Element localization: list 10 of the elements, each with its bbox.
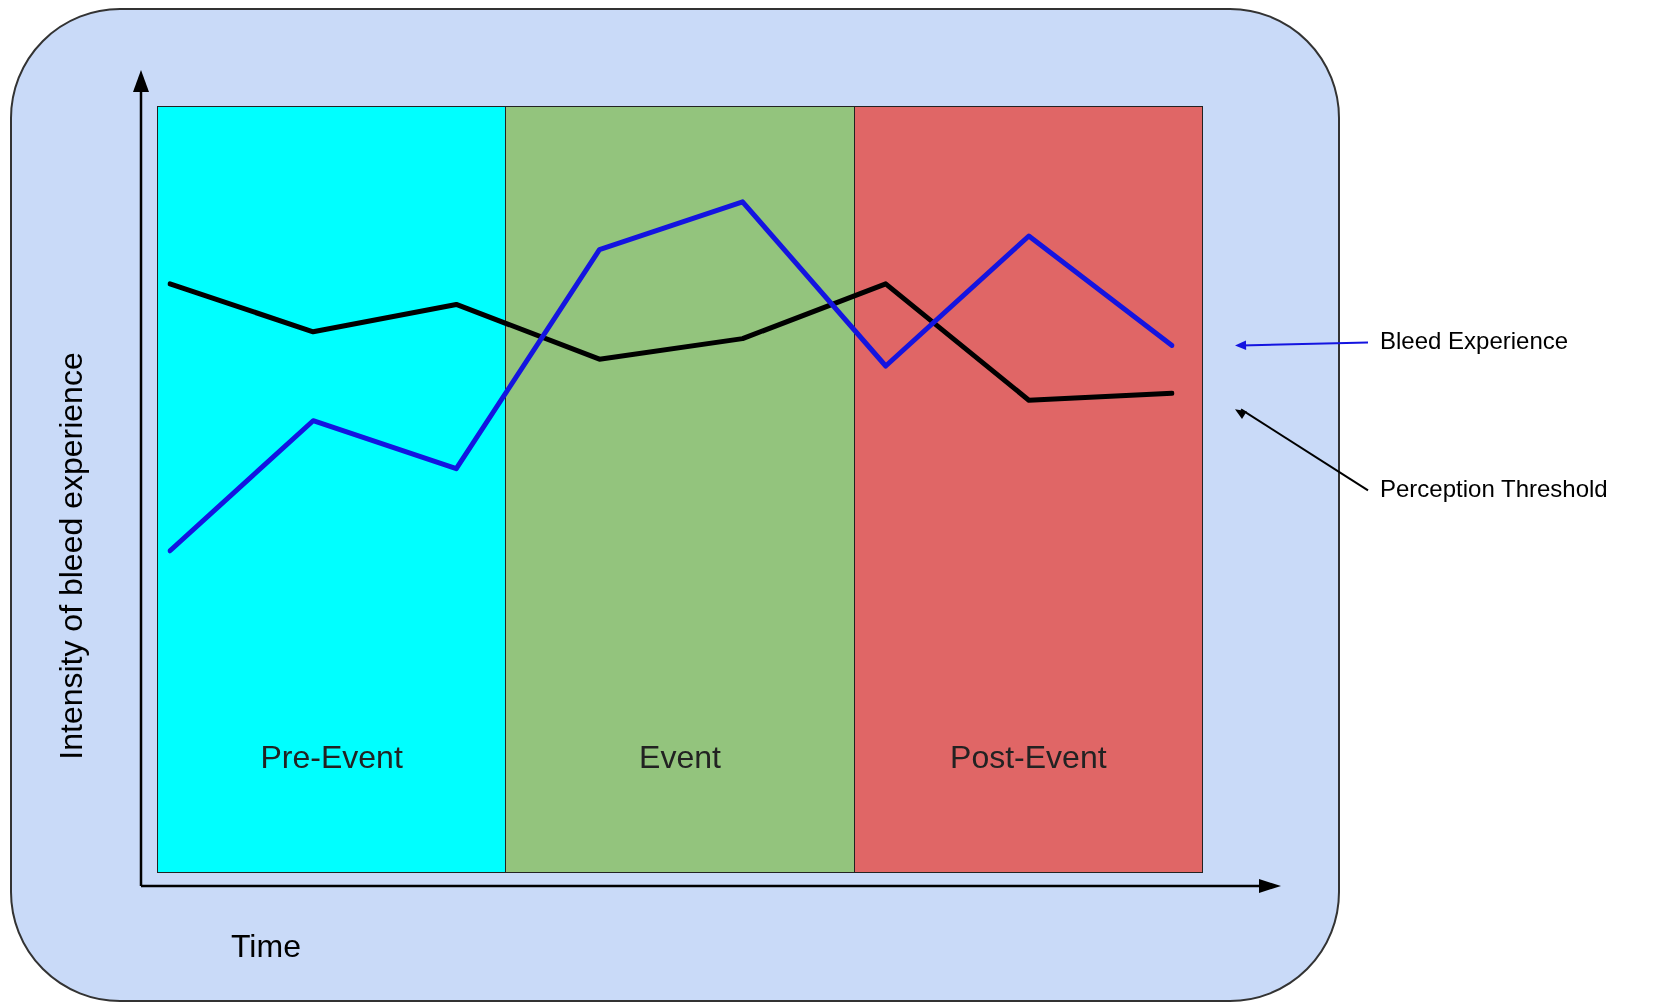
shaded-panel: Post-Event — [853, 106, 1203, 873]
text: Perception Threshold — [1380, 474, 1608, 502]
annotation: Post-Event — [949, 739, 1108, 776]
y-axis-title: Intensity of bleed experience — [52, 352, 89, 760]
annotation: Pre-Event — [259, 739, 404, 776]
x-axis-title: Time — [231, 927, 301, 964]
annotation: Event — [638, 739, 722, 776]
shaded-panel: Event — [505, 106, 855, 873]
text: Bleed Experience — [1380, 327, 1569, 355]
shaded-panel: Pre-Event — [157, 106, 507, 873]
